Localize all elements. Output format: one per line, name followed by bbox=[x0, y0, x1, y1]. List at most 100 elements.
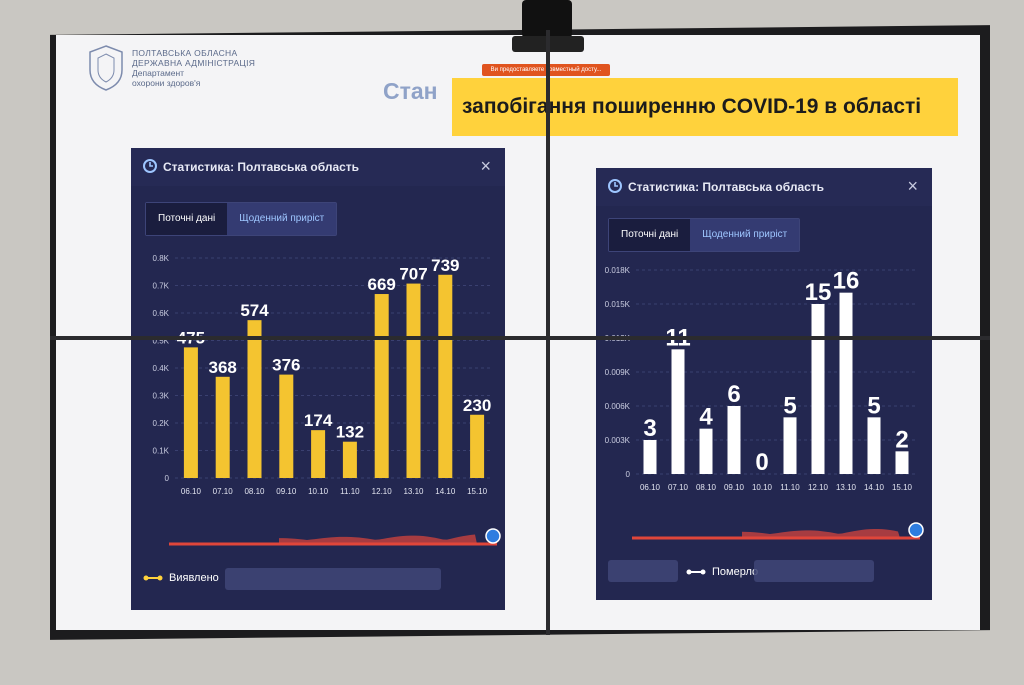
bar bbox=[311, 430, 326, 478]
data-label: 6 bbox=[727, 381, 740, 408]
clock-icon bbox=[143, 159, 157, 173]
x-tick-label: 09.10 bbox=[276, 487, 297, 496]
panel-header: Статистика: Полтавська область × bbox=[131, 148, 505, 186]
x-tick-label: 15.10 bbox=[467, 487, 488, 496]
bar bbox=[895, 451, 909, 474]
timeline-histogram bbox=[742, 528, 900, 538]
bar bbox=[643, 440, 657, 474]
bar bbox=[406, 283, 421, 478]
y-tick-label: 0.6K bbox=[153, 309, 170, 318]
legend-marker-icon bbox=[686, 569, 706, 575]
stats-panel-cases: Статистика: Полтавська область × Поточні… bbox=[131, 148, 505, 610]
x-tick-label: 14.10 bbox=[864, 483, 885, 492]
data-label: 15 bbox=[805, 279, 832, 306]
bar bbox=[699, 428, 713, 474]
y-tick-label: 0.5K bbox=[153, 337, 170, 346]
legend-marker-icon bbox=[143, 575, 163, 581]
bar bbox=[279, 374, 294, 478]
data-label: 669 bbox=[368, 275, 396, 294]
bar bbox=[839, 292, 853, 474]
screen-bezel-horizontal bbox=[50, 336, 990, 340]
x-tick-label: 09.10 bbox=[724, 483, 745, 492]
x-tick-label: 12.10 bbox=[372, 487, 393, 496]
data-label: 16 bbox=[833, 268, 860, 295]
x-tick-label: 12.10 bbox=[808, 483, 829, 492]
panel-header: Статистика: Полтавська область × bbox=[596, 168, 932, 206]
x-tick-label: 10.10 bbox=[308, 487, 329, 496]
x-tick-label: 07.10 bbox=[213, 487, 234, 496]
blurred-value bbox=[754, 560, 874, 582]
y-tick-label: 0.8K bbox=[153, 254, 170, 263]
close-icon[interactable]: × bbox=[480, 156, 491, 176]
x-tick-label: 08.10 bbox=[244, 487, 265, 496]
y-tick-label: 0.7K bbox=[153, 282, 170, 291]
bar bbox=[438, 274, 453, 478]
y-tick-label: 0.006K bbox=[605, 402, 631, 411]
tab-bar: Поточні дані Щоденний приріст bbox=[608, 218, 801, 252]
legend-label: Виявлено bbox=[169, 572, 219, 584]
tab-current-data[interactable]: Поточні дані bbox=[146, 203, 228, 235]
legend: Виявлено bbox=[143, 572, 219, 584]
x-tick-label: 06.10 bbox=[181, 487, 202, 496]
data-label: 5 bbox=[783, 392, 796, 419]
data-label: 368 bbox=[209, 358, 237, 377]
x-tick-label: 10.10 bbox=[752, 483, 773, 492]
data-label: 3 bbox=[643, 415, 656, 442]
data-label: 174 bbox=[304, 411, 333, 430]
x-tick-label: 13.10 bbox=[836, 483, 857, 492]
data-label: 5 bbox=[867, 392, 880, 419]
slide-title-prefix: Стан bbox=[383, 78, 438, 104]
y-tick-label: 0.2K bbox=[153, 419, 170, 428]
x-tick-label: 14.10 bbox=[435, 487, 456, 496]
data-label: 0 bbox=[755, 449, 768, 476]
bar bbox=[470, 414, 485, 478]
blurred-value bbox=[608, 560, 678, 582]
data-label: 230 bbox=[463, 396, 491, 415]
y-tick-label: 0.015K bbox=[605, 300, 631, 309]
bar bbox=[867, 417, 881, 474]
x-tick-label: 06.10 bbox=[640, 483, 661, 492]
dept-line-2: охорони здоров'я bbox=[132, 78, 201, 88]
x-tick-label: 13.10 bbox=[403, 487, 424, 496]
y-tick-label: 0.3K bbox=[153, 392, 170, 401]
bar-chart-deaths: 00.003K0.006K0.009K0.012K0.015K0.018K306… bbox=[605, 266, 924, 540]
data-label: 132 bbox=[336, 423, 364, 442]
close-icon[interactable]: × bbox=[907, 176, 918, 196]
coat-of-arms-icon bbox=[89, 45, 123, 91]
y-tick-label: 0.009K bbox=[605, 368, 631, 377]
x-tick-label: 11.10 bbox=[780, 483, 800, 492]
bar bbox=[342, 441, 357, 478]
timeline-histogram bbox=[279, 534, 477, 544]
bar bbox=[671, 349, 685, 474]
dept-line-1: Департамент bbox=[132, 68, 185, 78]
bar bbox=[247, 320, 262, 478]
stats-panel-deaths: Статистика: Полтавська область × Поточні… bbox=[596, 168, 932, 600]
bar bbox=[374, 294, 389, 478]
legend-label: Померло bbox=[712, 566, 759, 578]
bar bbox=[727, 406, 741, 474]
org-line-2: ДЕРЖАВНА АДМІНІСТРАЦІЯ bbox=[132, 58, 256, 68]
screen-bezel-vertical bbox=[546, 30, 550, 635]
y-tick-label: 0.4K bbox=[153, 364, 170, 373]
tab-daily-growth[interactable]: Щоденний приріст bbox=[690, 219, 800, 251]
data-label: 739 bbox=[431, 256, 459, 275]
bar bbox=[783, 417, 797, 474]
data-label: 574 bbox=[240, 301, 269, 320]
tab-current-data[interactable]: Поточні дані bbox=[609, 219, 691, 251]
y-tick-label: 0 bbox=[165, 474, 170, 483]
timeline-handle bbox=[908, 522, 924, 538]
bar bbox=[183, 347, 198, 478]
x-tick-label: 11.10 bbox=[340, 487, 360, 496]
panel-title: Статистика: Полтавська область bbox=[163, 160, 360, 174]
blurred-value bbox=[225, 568, 441, 590]
clock-icon bbox=[608, 179, 622, 193]
data-label: 4 bbox=[699, 404, 713, 431]
data-label: 707 bbox=[399, 265, 427, 284]
slide-title-highlight: запобігання поширенню COVID-19 в області bbox=[452, 78, 958, 136]
tab-bar: Поточні дані Щоденний приріст bbox=[145, 202, 338, 236]
x-tick-label: 08.10 bbox=[696, 483, 717, 492]
tab-daily-growth[interactable]: Щоденний приріст bbox=[227, 203, 337, 235]
data-label: 2 bbox=[895, 426, 908, 453]
y-tick-label: 0.1K bbox=[153, 447, 170, 456]
timeline-handle bbox=[485, 528, 501, 544]
